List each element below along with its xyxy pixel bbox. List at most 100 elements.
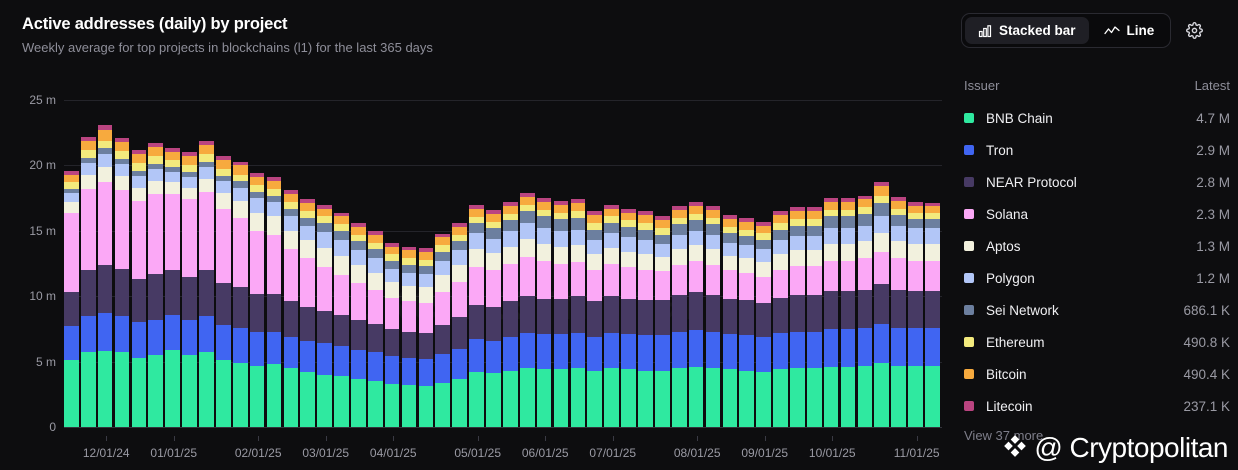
bar-segment — [232, 362, 248, 427]
legend-row[interactable]: Ethereum 490.8 K — [964, 326, 1230, 358]
chart-bar[interactable] — [215, 156, 231, 427]
chart-bar[interactable] — [97, 124, 113, 427]
bar-segment — [874, 251, 890, 285]
chart-bar[interactable] — [401, 246, 417, 427]
bar-segment — [638, 215, 653, 224]
chart-bar[interactable] — [638, 211, 653, 427]
chart-type-segmented-control[interactable]: Stacked bar Line — [961, 13, 1172, 48]
chart-bar[interactable] — [469, 204, 484, 427]
chart-bar[interactable] — [874, 182, 890, 427]
bar-segment — [148, 355, 164, 427]
chart-bar[interactable] — [536, 198, 552, 427]
gear-icon[interactable] — [1181, 18, 1207, 44]
chart-bar[interactable] — [182, 152, 197, 427]
legend-row[interactable]: Solana 2.3 M — [964, 198, 1230, 230]
chart-bar[interactable] — [80, 136, 96, 427]
chart-bar[interactable] — [654, 216, 670, 427]
bar-segment — [131, 170, 147, 176]
bar-segment — [199, 352, 214, 427]
chart-bar[interactable] — [317, 204, 332, 427]
bar-segment — [756, 233, 771, 241]
bar-segment — [199, 153, 214, 162]
chart-bar[interactable] — [165, 148, 180, 427]
bar-segment — [418, 274, 434, 288]
bar-segment — [536, 228, 552, 244]
chart-bar[interactable] — [671, 206, 687, 427]
chart-bar[interactable] — [519, 192, 535, 427]
chart-bar[interactable] — [351, 223, 366, 427]
legend-row[interactable]: Aptos 1.3 M — [964, 230, 1230, 262]
chart-bar[interactable] — [64, 170, 79, 427]
bar-segment — [587, 223, 603, 230]
bar-segment — [604, 223, 619, 234]
chart-bar[interactable] — [452, 223, 468, 427]
chart-bar[interactable] — [621, 208, 636, 427]
legend-row[interactable]: BNB Chain 4.7 M — [964, 102, 1230, 134]
chart-bar[interactable] — [131, 149, 147, 427]
bar-segment — [199, 161, 214, 167]
chart-bar[interactable] — [232, 161, 248, 427]
chart-bar[interactable] — [773, 211, 788, 427]
bar-segment — [232, 187, 248, 201]
bar-segment — [182, 199, 197, 277]
chart-bar[interactable] — [367, 230, 383, 427]
chart-bar[interactable] — [334, 212, 349, 427]
legend-row[interactable]: Polygon 1.2 M — [964, 262, 1230, 294]
chart-bar[interactable] — [435, 233, 451, 427]
bar-segment — [215, 156, 231, 161]
chart-bar[interactable] — [300, 199, 316, 427]
legend-row[interactable]: Litecoin 237.1 K — [964, 390, 1230, 422]
chart-bar[interactable] — [283, 190, 299, 427]
bar-segment — [469, 267, 484, 306]
bar-segment — [367, 234, 383, 243]
bar-segment — [638, 223, 653, 230]
legend-row[interactable]: Tron 2.9 M — [964, 134, 1230, 166]
chart-bar[interactable] — [891, 196, 907, 427]
chart-bar[interactable] — [756, 221, 771, 427]
chart-bar[interactable] — [705, 206, 721, 427]
tab-stacked-bar[interactable]: Stacked bar — [965, 17, 1089, 44]
chart-bar[interactable] — [570, 199, 586, 427]
bar-segment — [553, 230, 569, 247]
chart-bar[interactable] — [790, 207, 805, 427]
legend-row[interactable]: Sei Network 686.1 K — [964, 294, 1230, 326]
bar-segment — [722, 219, 738, 227]
chart-bar[interactable] — [266, 177, 282, 427]
bar-segment — [553, 246, 569, 264]
chart-bar[interactable] — [249, 173, 265, 427]
chart-bar[interactable] — [806, 207, 822, 427]
chart-bar[interactable] — [604, 204, 619, 427]
legend-row[interactable]: NEAR Protocol 2.8 M — [964, 166, 1230, 198]
bar-segment — [654, 228, 670, 235]
chart-bar[interactable] — [840, 198, 856, 427]
bar-segment — [486, 221, 501, 229]
chart-bar[interactable] — [823, 198, 839, 427]
bar-segment — [570, 262, 586, 297]
bar-segment — [570, 203, 586, 212]
chart-bar[interactable] — [587, 211, 603, 427]
tab-line[interactable]: Line — [1091, 17, 1168, 44]
chart-bar[interactable] — [114, 138, 130, 427]
chart-bar[interactable] — [908, 202, 923, 427]
bar-segment — [469, 216, 484, 224]
bar-segment — [317, 247, 332, 268]
chart-bar[interactable] — [857, 195, 873, 427]
legend: Issuer Latest BNB Chain 4.7 M Tron 2.9 M NEA… — [964, 78, 1230, 443]
chart-bar[interactable] — [486, 209, 501, 427]
chart-bar[interactable] — [418, 247, 434, 427]
chart-bar[interactable] — [688, 202, 704, 427]
view-more-link[interactable]: View 37 more — [964, 428, 1044, 443]
chart-bar[interactable] — [925, 203, 940, 427]
bar-segment — [553, 263, 569, 299]
chart-bar[interactable] — [739, 217, 755, 427]
tab-stacked-bar-label: Stacked bar — [999, 23, 1076, 38]
chart-bar[interactable] — [722, 215, 738, 427]
chart-bar[interactable] — [199, 140, 214, 427]
legend-row[interactable]: Bitcoin 490.4 K — [964, 358, 1230, 390]
chart-bar[interactable] — [148, 143, 164, 427]
bar-segment — [806, 225, 822, 237]
chart-bar[interactable] — [384, 242, 400, 427]
chart-bar[interactable] — [503, 202, 518, 427]
chart-bar[interactable] — [553, 200, 569, 427]
bar-segment — [435, 233, 451, 238]
